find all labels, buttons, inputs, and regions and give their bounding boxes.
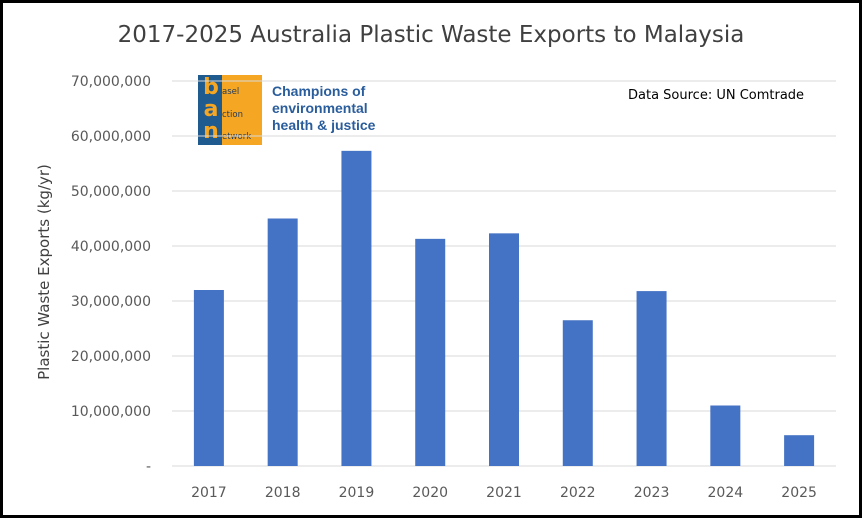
y-tick-label: 40,000,000 xyxy=(71,239,151,255)
y-tick-label: - xyxy=(146,459,151,475)
x-tick-label: 2020 xyxy=(412,485,448,501)
x-tick-label: 2018 xyxy=(265,485,301,501)
y-tick-label: 70,000,000 xyxy=(71,74,151,90)
bar xyxy=(784,435,815,466)
x-tick-label: 2021 xyxy=(486,485,522,501)
logo-word-network: etwork xyxy=(222,132,252,142)
bar xyxy=(193,290,224,466)
x-tick-label: 2017 xyxy=(191,485,227,501)
y-tick-label: 20,000,000 xyxy=(71,349,151,365)
y-tick-label: 50,000,000 xyxy=(71,184,151,200)
data-source-annotation: Data Source: UN Comtrade xyxy=(628,88,805,103)
bar xyxy=(267,218,298,466)
logo-word-action: ction xyxy=(222,110,243,120)
logo-letter-n: n xyxy=(203,119,219,144)
x-tick-label: 2024 xyxy=(708,485,744,501)
logo-tagline: Champions of environmental health & just… xyxy=(272,83,402,134)
y-tick-label: 10,000,000 xyxy=(71,404,151,420)
tagline-line-2: environmental xyxy=(272,100,368,116)
tagline-line-3: health & justice xyxy=(272,117,376,133)
x-tick-label: 2022 xyxy=(560,485,596,501)
x-tick-label: 2025 xyxy=(781,485,817,501)
chart-title: 2017-2025 Australia Plastic Waste Export… xyxy=(117,22,745,48)
logo-strip xyxy=(198,75,222,145)
y-tick-label: 60,000,000 xyxy=(71,129,151,145)
bar xyxy=(710,405,741,466)
bar xyxy=(415,238,446,466)
bar xyxy=(636,291,667,466)
x-tick-label: 2023 xyxy=(634,485,670,501)
bar xyxy=(562,320,593,466)
x-tick-label: 2019 xyxy=(339,485,375,501)
logo-letter-b: b xyxy=(203,75,219,100)
bar xyxy=(489,233,519,466)
ban-logo: b a n asel ction etwork xyxy=(198,75,262,145)
logo-word-basel: asel xyxy=(222,87,240,97)
tagline-line-1: Champions of xyxy=(272,83,366,99)
logo-letter-a: a xyxy=(203,97,219,122)
y-tick-label: 30,000,000 xyxy=(71,294,151,310)
bar xyxy=(341,150,372,466)
